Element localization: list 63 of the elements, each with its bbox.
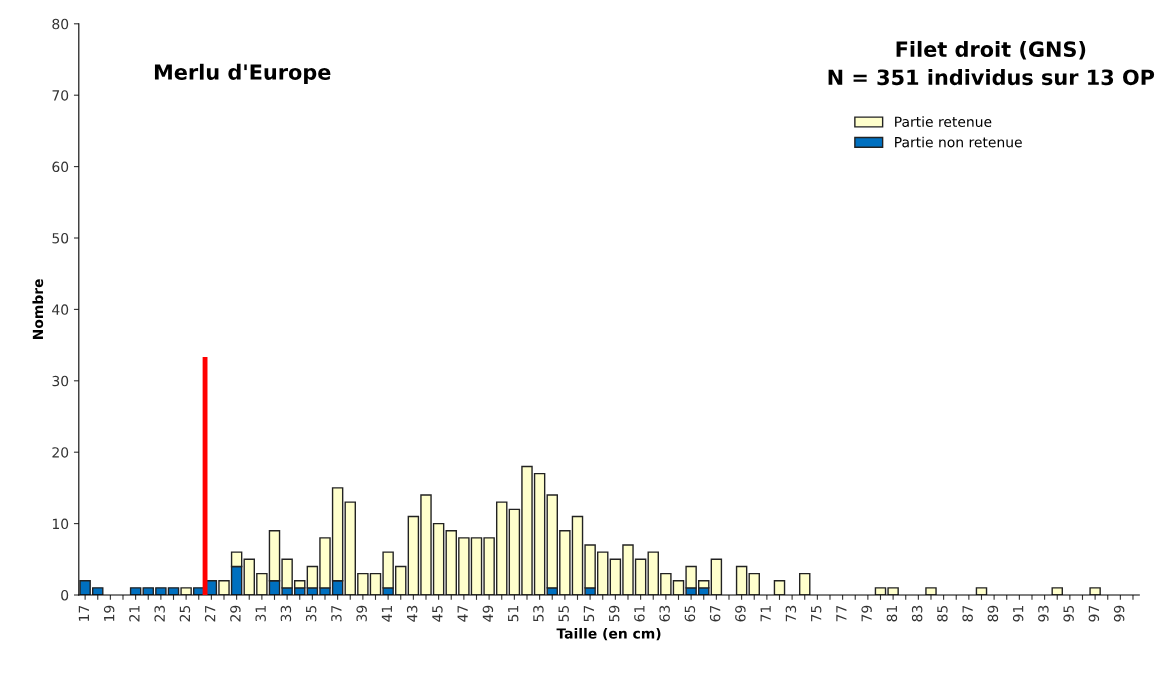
x-tick-label: 31 [255,606,266,622]
y-tick-label: 70 [52,90,69,101]
x-tick-label: 77 [836,605,847,622]
x-tick-label: 99 [1113,605,1125,622]
x-tick-label: 65 [684,605,696,622]
legend-label: Partie retenue [895,116,992,128]
bar [1089,587,1101,595]
legend-label: Partie non retenue [895,136,1022,148]
x-tick-label: 55 [558,605,569,622]
x-tick-label: 85 [937,605,948,622]
x-tick-label: 23 [154,605,165,622]
y-tick-label: 20 [52,447,69,458]
x-tick-label: 47 [457,605,468,622]
x-tick-label: 21 [129,606,140,622]
x-tick-label: 81 [886,606,898,622]
x-tick-label: 59 [608,605,620,622]
x-tick-label: 19 [103,605,115,621]
x-tick-label: 63 [659,605,670,622]
x-tick-label: 97 [1088,605,1100,622]
x-tick-label: 95 [1063,605,1074,622]
x-tick-label: 89 [987,605,999,622]
y-tick-label: 80 [52,18,69,30]
x-tick-label: 91 [1012,606,1024,622]
x-tick-label: 67 [709,605,721,622]
x-tick-label: 29 [230,605,241,622]
y-tick-label: 30 [52,375,69,387]
x-axis-title: Taille (en cm) [556,627,661,641]
y-tick-label: 0 [61,589,69,601]
bar [710,558,723,595]
annotation: Merlu d'Europe [154,63,331,84]
x-tick-label: 71 [760,606,771,622]
x-tick-label: 41 [381,606,392,622]
x-tick-label: 69 [735,605,746,622]
x-tick-label: 45 [432,605,443,622]
bar [925,587,937,595]
x-tick-label: 37 [331,605,342,622]
x-tick-label: 73 [785,605,797,622]
bar [1051,587,1063,595]
x-tick-label: 75 [811,605,822,622]
x-tick-label: 93 [1038,605,1049,622]
x-tick-label: 27 [204,605,216,622]
x-tick-label: 17 [78,605,89,621]
y-axis-title: Nombre [32,279,44,340]
x-tick-label: 87 [962,605,973,622]
x-tick-label: 43 [406,605,418,622]
x-tick-label: 79 [861,605,872,622]
annotation: Filet droit (GNS) N = 351 individus sur 13 OP [828,40,1155,86]
x-tick-label: 33 [280,605,292,622]
x-tick-label: 61 [634,606,645,622]
y-tick-label: 60 [52,161,69,173]
x-tick-label: 51 [508,606,519,622]
x-tick-label: 53 [533,605,544,622]
x-tick-label: 39 [356,605,367,622]
x-tick-label: 83 [911,605,923,622]
y-tick-label: 50 [52,232,69,244]
y-tick-label: 40 [52,304,69,315]
x-tick-label: 57 [583,605,595,622]
bar [773,580,786,595]
x-tick-label: 49 [482,605,494,622]
x-tick-label: 35 [305,605,317,622]
y-tick-label: 10 [52,518,69,530]
x-tick-label: 25 [179,605,191,622]
bar [798,572,811,595]
